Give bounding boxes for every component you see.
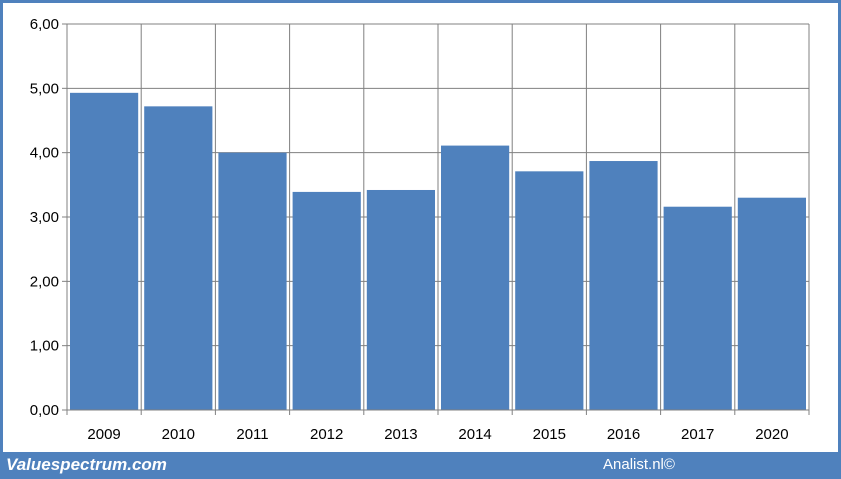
y-tick-label: 4,00: [30, 145, 59, 162]
bar-2020: [737, 197, 806, 410]
bar-chart: 0,00 1,00 2,00 3,00 4,00 5,00 6,00 2009 2010 2011…: [30, 16, 810, 443]
brand-label: Valuespectrum.com: [6, 455, 167, 474]
y-tick-label: 3,00: [30, 209, 59, 226]
y-tick-label: 6,00: [30, 16, 59, 33]
x-tick-label: 2016: [607, 426, 640, 443]
bar-2009: [70, 92, 139, 410]
x-tick-label: 2011: [236, 426, 268, 443]
x-tick-label: 2014: [458, 426, 491, 443]
footer-bar: Valuespectrum.com Analist.nl©: [0, 452, 841, 479]
y-tick-label: 5,00: [30, 80, 59, 97]
y-tick-label: 0,00: [30, 402, 59, 419]
x-tick-label: 2015: [533, 426, 566, 443]
y-tick-label: 1,00: [30, 338, 59, 355]
bar-2014: [441, 145, 510, 410]
bar-2017: [663, 206, 732, 410]
bar-2012: [292, 191, 361, 410]
bar-2015: [515, 171, 584, 410]
bar-2013: [366, 189, 435, 410]
bar-2010: [144, 106, 213, 410]
x-tick-label: 2017: [681, 426, 714, 443]
bar-2011: [218, 152, 287, 410]
bar-2016: [589, 161, 658, 410]
x-tick-label: 2009: [87, 426, 120, 443]
credit-label: Analist.nl©: [603, 456, 675, 473]
y-tick-label: 2,00: [30, 273, 59, 290]
x-tick-label: 2010: [162, 426, 195, 443]
x-tick-label: 2013: [384, 426, 417, 443]
x-tick-label: 2012: [310, 426, 343, 443]
x-tick-label: 2020: [755, 426, 788, 443]
